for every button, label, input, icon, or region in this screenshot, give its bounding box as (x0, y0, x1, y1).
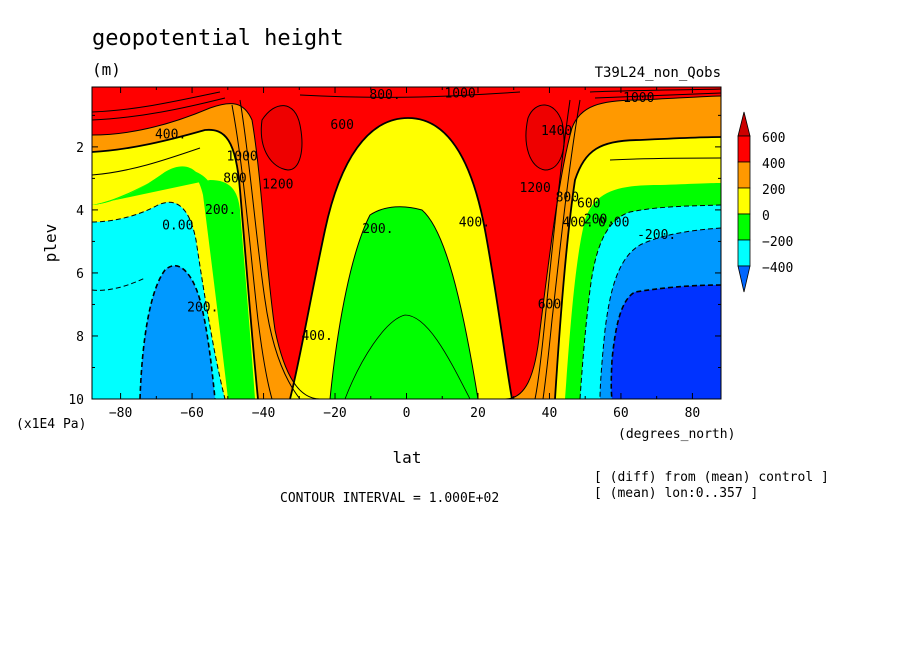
contour-lines (92, 88, 721, 399)
run-label: T39L24_non_Qobs (595, 65, 721, 81)
contour-label: 400. (562, 216, 593, 231)
contour-line-16 (534, 99, 571, 399)
core-red-south (261, 105, 302, 170)
x-tick-label: −20 (323, 406, 346, 421)
contour-line-7 (92, 201, 226, 399)
y-tick-label: 6 (76, 267, 84, 282)
contour-label: 1400 (541, 124, 572, 139)
colorbar-label-200: 200 (762, 183, 785, 198)
colorbar-label-neg200: −200 (762, 235, 793, 250)
contour-line-12 (260, 105, 303, 171)
note-mean: [ (mean) lon:0..357 ] (594, 486, 758, 501)
contour-line-23 (92, 147, 201, 176)
x-tick-label: 80 (685, 406, 701, 421)
contour-line-13 (525, 104, 565, 171)
y-tick-label: 10 (68, 393, 84, 408)
y-axis-units: (x1E4 Pa) (16, 417, 86, 432)
colorbar-bin-600 (737, 135, 751, 163)
contour-label: 600 (330, 118, 353, 133)
contour-label: 200. (584, 212, 615, 227)
contour-label: 800 (556, 190, 579, 205)
contour-line-4 (289, 117, 513, 399)
contour-label: 400. (301, 329, 332, 344)
colorbar-label-0: 0 (762, 209, 770, 224)
x-axis: −80 −60 −40 −20 0 20 40 60 80 (109, 87, 700, 421)
x-tick-label: −80 (109, 406, 132, 421)
x-tick-label: −60 (180, 406, 203, 421)
contour-line-1 (92, 103, 321, 399)
contour-label: 1000 (226, 149, 257, 164)
contour-label: 400. (155, 127, 186, 142)
contour-line-15 (231, 104, 273, 399)
chart-units: (m) (92, 60, 121, 79)
y-tick-label: 4 (76, 204, 84, 219)
y-axis-title: plev (41, 224, 60, 263)
y-axis: 2 4 6 8 10 (68, 114, 721, 408)
contour-line-24 (609, 157, 721, 161)
colorbar-bin-neg200 (737, 239, 751, 267)
contour-label: 1200 (262, 178, 293, 193)
contour-label: 200. (205, 203, 236, 218)
x-tick-label: 0 (403, 406, 411, 421)
contour-line-10 (599, 227, 721, 399)
y-tick-label: 8 (76, 330, 84, 345)
contour-label: 600 (538, 297, 561, 312)
contour-label: -200. (637, 228, 676, 243)
colorbar-bin-0 (737, 213, 751, 241)
band-green (92, 166, 721, 399)
contour-line-17 (542, 99, 581, 399)
note-diff: [ (diff) from (mean) control ] (594, 470, 829, 485)
x-axis-units: (degrees_north) (618, 427, 735, 442)
colorbar: 600 400 200 0 −200 −400 (737, 111, 793, 293)
contour-label: 600 (577, 197, 600, 212)
colorbar-top-arrow (737, 111, 751, 137)
colorbar-bottom-arrow (737, 265, 751, 293)
contour-label: 1000 (623, 91, 654, 106)
contour-label: 1200 (520, 181, 551, 196)
contour-label: 0.00 (598, 216, 629, 231)
contour-line-5 (554, 136, 721, 399)
colorbar-label-600: 600 (762, 131, 785, 146)
contour-label: 1000 (444, 86, 475, 101)
core-red-north (525, 104, 565, 170)
band-blue-south (140, 265, 215, 399)
colorbar-label-neg400: −400 (762, 261, 793, 276)
colorbar-label-400: 400 (762, 157, 785, 172)
contour-line-11 (610, 284, 721, 399)
contour-label: 200. (187, 301, 218, 316)
equator-inner-line (344, 314, 471, 399)
contour-line-20 (589, 88, 721, 93)
x-tick-label: 20 (470, 406, 486, 421)
x-axis-title: lat (393, 448, 422, 467)
colorbar-bin-200 (737, 187, 751, 215)
band-deep-blue-north (611, 285, 721, 399)
contour-line-21 (594, 92, 721, 99)
contour-label: 800 (223, 171, 246, 186)
contour-interval: CONTOUR INTERVAL = 1.000E+02 (280, 491, 499, 506)
contour-line-19 (92, 97, 226, 121)
contour-label: 0.00 (162, 219, 193, 234)
contour-line-2 (504, 95, 721, 399)
contour-line-14 (239, 99, 301, 399)
contour-line-18 (92, 91, 221, 113)
x-tick-label: 40 (542, 406, 558, 421)
contour-label: 800. (369, 88, 400, 103)
contour-label: 400. (459, 216, 490, 231)
x-tick-label: 60 (613, 406, 629, 421)
contour-line-3 (92, 128, 259, 399)
chart-title: geopotential height (92, 26, 344, 51)
contour-line-25 (92, 277, 146, 291)
contour-labels: 1000 800. 1000 400. 600 1000 800 1200 1400 1200 80… (155, 86, 676, 344)
contour-line-9 (139, 264, 216, 399)
y-tick-label: 2 (76, 141, 84, 156)
contour-label: 200. (362, 222, 393, 237)
contour-line-22 (299, 91, 521, 98)
contour-fill (92, 87, 721, 399)
colorbar-bin-400 (737, 161, 751, 189)
x-tick-label: −40 (252, 406, 275, 421)
contour-line-6 (329, 206, 479, 399)
